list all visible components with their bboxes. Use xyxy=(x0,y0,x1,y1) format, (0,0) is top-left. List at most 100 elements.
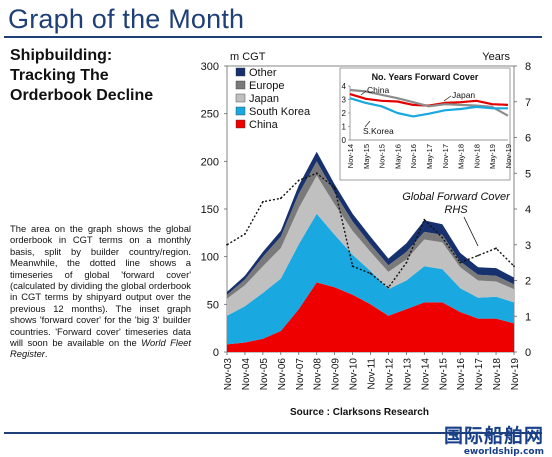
right-axis-label: Years xyxy=(482,51,510,63)
x-axis-tick-label: Nov-09 xyxy=(331,358,342,391)
area-series-europe xyxy=(227,161,514,299)
inset-y-tick-label: 1 xyxy=(342,123,347,132)
logo-chinese-text: 国际船舶网 xyxy=(443,425,544,447)
inset-label-skorea: S.Korea xyxy=(363,126,394,136)
forward-cover-point xyxy=(226,243,228,246)
inset-y-tick-label: 0 xyxy=(342,136,347,145)
inset-x-tick-label: May-18 xyxy=(457,144,466,169)
right-axis-tick-label: 2 xyxy=(525,276,531,288)
x-axis-tick-label: Nov-06 xyxy=(277,358,288,391)
forward-cover-point xyxy=(441,236,444,239)
right-axis-tick-label: 4 xyxy=(525,204,531,216)
x-axis-tick-label: Nov-04 xyxy=(241,358,252,391)
headline-line-3: Orderbook Decline xyxy=(10,87,154,104)
legend-swatch-south-korea xyxy=(235,106,246,116)
forward-cover-point xyxy=(315,172,318,175)
inset-x-tick-label: Nov-16 xyxy=(409,144,418,168)
inset-title: No. Years Forward Cover xyxy=(372,72,479,82)
inset-line-s-korea xyxy=(349,97,508,118)
legend-label-south-korea: South Korea xyxy=(249,106,311,118)
x-axis-tick-label: Nov-15 xyxy=(438,358,449,391)
left-axis-tick-label: 300 xyxy=(201,61,219,73)
right-axis-tick-label: 6 xyxy=(525,133,531,145)
body-text-end: . xyxy=(44,348,48,360)
legend-swatch-other xyxy=(235,67,246,77)
forward-cover-point xyxy=(477,254,479,257)
left-axis-label: m CGT xyxy=(230,51,266,63)
inset-x-tick-label: Nov-15 xyxy=(378,144,387,168)
inset-y-tick-label: 2 xyxy=(342,109,347,118)
inset-frame xyxy=(339,67,511,181)
headline: Shipbuilding: Tracking The Orderbook Dec… xyxy=(10,46,190,106)
source-text: Source : Clarksons Research xyxy=(290,407,429,418)
area-series-south-korea xyxy=(227,213,514,345)
legend-label-japan: Japan xyxy=(249,93,279,105)
forward-cover-point xyxy=(279,197,282,200)
legend-label-europe: Europe xyxy=(249,80,284,92)
forward-cover-pointer xyxy=(463,216,479,247)
legend-label-other: Other xyxy=(249,67,277,79)
forward-cover-point xyxy=(423,218,426,221)
legend-label-china: China xyxy=(249,119,279,131)
area-series-other xyxy=(227,151,514,295)
inset-label-china: China xyxy=(367,85,389,95)
forward-cover-point xyxy=(387,286,390,289)
forward-cover-point xyxy=(351,265,354,268)
inset-y-tick-label: 4 xyxy=(342,82,347,91)
forward-cover-point xyxy=(244,233,246,235)
forward-cover-point xyxy=(405,261,408,264)
x-axis-tick-label: Nov-12 xyxy=(384,358,395,391)
forward-cover-point xyxy=(297,179,300,182)
right-axis-tick-label: 0 xyxy=(525,347,531,359)
forward-cover-point xyxy=(459,261,462,264)
x-axis-tick-label: Nov-10 xyxy=(349,358,360,391)
area-series-china xyxy=(227,282,514,352)
inset-x-tick-label: Nov-18 xyxy=(472,144,481,168)
left-axis-tick-label: 50 xyxy=(207,299,219,311)
right-axis-tick-label: 1 xyxy=(525,311,531,323)
forward-cover-point xyxy=(262,200,264,203)
inset-pointer-japan xyxy=(443,95,452,102)
inset-x-tick-label: May-15 xyxy=(362,144,371,169)
x-axis-tick-label: Nov-07 xyxy=(295,358,306,391)
inset-x-tick-label: May-16 xyxy=(393,144,402,169)
body-text-main: The area on the graph shows the global o… xyxy=(10,223,191,349)
x-axis-tick-label: Nov-16 xyxy=(456,358,467,391)
legend-swatch-china xyxy=(235,119,246,129)
eworldship-logo: 国际船舶网 eworldship.com xyxy=(444,425,544,457)
x-axis-tick-label: Nov-08 xyxy=(313,358,324,391)
forward-cover-line xyxy=(226,172,515,289)
title-rule xyxy=(4,36,542,38)
x-axis-tick-label: Nov-17 xyxy=(474,358,485,391)
forward-cover-point xyxy=(333,186,336,189)
right-axis-tick-label: 7 xyxy=(525,97,531,109)
inset-line-japan xyxy=(349,88,509,117)
forward-cover-point xyxy=(513,265,515,268)
forward-cover-label-line-1: Global Forward Cover xyxy=(402,191,511,203)
right-axis-tick-label: 3 xyxy=(525,240,531,252)
left-axis-tick-label: 150 xyxy=(201,204,219,216)
x-axis-tick-label: Nov-03 xyxy=(223,358,234,391)
inset-x-tick-label: Nov-19 xyxy=(504,144,513,168)
page-title: Graph of the Month xyxy=(8,4,245,34)
x-axis-tick-label: Nov-05 xyxy=(259,358,270,391)
inset-x-tick-label: Nov-14 xyxy=(346,144,355,168)
headline-line-2: Tracking The xyxy=(10,67,109,84)
right-axis-tick-label: 8 xyxy=(525,61,531,73)
inset-x-tick-label: Nov-17 xyxy=(441,144,450,168)
headline-line-1: Shipbuilding: xyxy=(10,47,113,64)
inset-x-tick-label: May-19 xyxy=(488,144,497,169)
body-text: The area on the graph shows the global o… xyxy=(10,223,191,360)
inset-x-tick-label: May-17 xyxy=(425,144,434,169)
right-axis-tick-label: 5 xyxy=(525,168,531,180)
left-axis-tick-label: 250 xyxy=(201,109,219,121)
left-axis-tick-label: 100 xyxy=(201,252,219,264)
forward-cover-point xyxy=(495,247,497,250)
legend-swatch-europe xyxy=(235,80,246,90)
inset-pointer-china xyxy=(360,90,367,96)
legend-swatch-japan xyxy=(235,93,246,103)
forward-cover-point xyxy=(369,272,372,275)
x-axis-tick-label: Nov-13 xyxy=(402,358,413,391)
x-axis-tick-label: Nov-19 xyxy=(510,358,521,391)
